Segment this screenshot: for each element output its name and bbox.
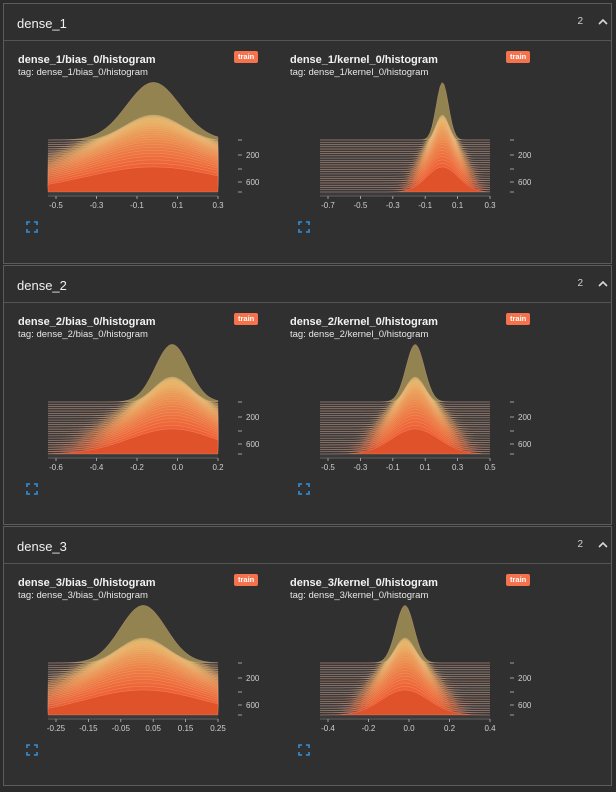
section-header[interactable]: dense_2 2: [4, 266, 611, 303]
histogram-card: dense_2/kernel_0/histogram tag: dense_2/…: [278, 304, 550, 526]
y-tick-label: 600: [518, 440, 532, 449]
card-title: dense_2/kernel_0/histogram: [290, 316, 438, 328]
y-tick-label: 200: [246, 413, 260, 422]
x-tick-label: -0.3: [386, 201, 400, 210]
x-tick-label: -0.1: [386, 463, 400, 472]
fullscreen-icon[interactable]: [298, 220, 310, 233]
section-title: dense_2: [17, 278, 67, 293]
fullscreen-icon[interactable]: [298, 743, 310, 756]
x-tick-label: 0.4: [484, 724, 496, 733]
card-title: dense_3/bias_0/histogram: [18, 577, 156, 589]
y-tick-label: 200: [518, 674, 532, 683]
x-tick-label: -0.5: [321, 463, 335, 472]
x-tick-label: -0.3: [90, 201, 104, 210]
x-tick-label: -0.05: [112, 724, 131, 733]
card-tag: tag: dense_3/kernel_0/histogram: [290, 590, 429, 601]
y-tick-label: 200: [518, 413, 532, 422]
card-title: dense_1/bias_0/histogram: [18, 54, 156, 66]
fullscreen-icon[interactable]: [26, 482, 38, 495]
histogram-card: dense_2/bias_0/histogram tag: dense_2/bi…: [6, 304, 278, 526]
x-tick-label: -0.2: [362, 724, 376, 733]
section-title: dense_1: [17, 16, 67, 31]
y-tick-label: 600: [518, 178, 532, 187]
section-count: 2: [577, 278, 583, 289]
histogram-card: dense_1/kernel_0/histogram tag: dense_1/…: [278, 42, 550, 264]
x-tick-label: 0.15: [178, 724, 194, 733]
run-badge: train: [234, 313, 259, 325]
fullscreen-icon[interactable]: [26, 743, 38, 756]
card-tag: tag: dense_2/bias_0/histogram: [18, 329, 148, 340]
x-tick-label: -0.2: [130, 463, 144, 472]
x-tick-label: 0.0: [172, 463, 184, 472]
card-tag: tag: dense_1/bias_0/histogram: [18, 67, 148, 78]
x-tick-label: 0.0: [403, 724, 415, 733]
x-tick-label: 0.1: [452, 201, 464, 210]
x-tick-label: 0.2: [444, 724, 456, 733]
x-tick-label: -0.4: [90, 463, 104, 472]
section-count: 2: [577, 539, 583, 550]
run-badge: train: [506, 51, 531, 63]
run-badge: train: [506, 574, 531, 586]
histogram-plot[interactable]: -0.5 -0.3 -0.1 0.1 0.3 200 600: [6, 82, 278, 227]
y-tick-label: 600: [246, 440, 260, 449]
y-tick-label: 200: [246, 674, 260, 683]
x-tick-label: -0.6: [49, 463, 63, 472]
x-tick-label: 0.1: [420, 463, 432, 472]
card-tag: tag: dense_1/kernel_0/histogram: [290, 67, 429, 78]
histogram-plot[interactable]: -0.6 -0.4 -0.2 0.0 0.2 200 600: [6, 344, 278, 489]
card-title: dense_1/kernel_0/histogram: [290, 54, 438, 66]
x-tick-label: 0.25: [210, 724, 226, 733]
x-tick-label: 0.3: [452, 463, 464, 472]
card-tag: tag: dense_3/bias_0/histogram: [18, 590, 148, 601]
y-tick-label: 600: [246, 178, 260, 187]
x-tick-label: 0.3: [484, 201, 496, 210]
section-dense-2: dense_2 2 dense_2/bias_0/histogram tag: …: [3, 265, 612, 525]
x-tick-label: 0.05: [145, 724, 161, 733]
x-tick-label: 0.5: [484, 463, 496, 472]
run-badge: train: [506, 313, 531, 325]
histogram-card: dense_3/kernel_0/histogram tag: dense_3/…: [278, 565, 550, 787]
card-title: dense_3/kernel_0/histogram: [290, 577, 438, 589]
fullscreen-icon[interactable]: [298, 482, 310, 495]
x-tick-label: 0.2: [212, 463, 224, 472]
x-tick-label: -0.5: [49, 201, 63, 210]
section-dense-3: dense_3 2 dense_3/bias_0/histogram tag: …: [3, 526, 612, 786]
section-header[interactable]: dense_1 2: [4, 4, 611, 41]
histogram-plot[interactable]: -0.7 -0.5 -0.3 -0.1 0.1 0.3 200 600: [278, 82, 550, 227]
histogram-plot[interactable]: -0.5 -0.3 -0.1 0.1 0.3 0.5 200 600: [278, 344, 550, 489]
y-tick-label: 600: [518, 701, 532, 710]
y-tick-label: 200: [246, 151, 260, 160]
x-tick-label: 0.3: [212, 201, 224, 210]
x-tick-label: -0.5: [354, 201, 368, 210]
section-header[interactable]: dense_3 2: [4, 527, 611, 564]
card-tag: tag: dense_2/kernel_0/histogram: [290, 329, 429, 340]
x-tick-label: -0.4: [321, 724, 335, 733]
histogram-plot[interactable]: -0.25 -0.15 -0.05 0.05 0.15 0.25 200 600: [6, 605, 278, 750]
run-badge: train: [234, 574, 259, 586]
x-tick-label: 0.1: [172, 201, 184, 210]
card-title: dense_2/bias_0/histogram: [18, 316, 156, 328]
histogram-card: dense_1/bias_0/histogram tag: dense_1/bi…: [6, 42, 278, 264]
histogram-card: dense_3/bias_0/histogram tag: dense_3/bi…: [6, 565, 278, 787]
x-tick-label: -0.7: [321, 201, 335, 210]
x-tick-label: -0.1: [130, 201, 144, 210]
section-count: 2: [577, 16, 583, 27]
histogram-plot[interactable]: -0.4 -0.2 0.0 0.2 0.4 200 600: [278, 605, 550, 750]
run-badge: train: [234, 51, 259, 63]
x-tick-label: -0.3: [354, 463, 368, 472]
x-tick-label: -0.25: [47, 724, 66, 733]
x-tick-label: -0.1: [418, 201, 432, 210]
section-dense-1: dense_1 2 dense_1/bias_0/histogram tag: …: [3, 3, 612, 264]
y-tick-label: 200: [518, 151, 532, 160]
section-title: dense_3: [17, 539, 67, 554]
x-tick-label: -0.15: [79, 724, 98, 733]
fullscreen-icon[interactable]: [26, 220, 38, 233]
y-tick-label: 600: [246, 701, 260, 710]
